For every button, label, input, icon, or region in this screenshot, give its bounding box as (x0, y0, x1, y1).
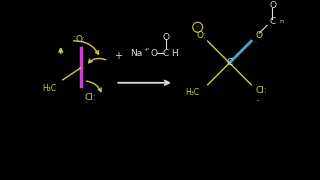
Text: O: O (163, 33, 170, 42)
Text: H₃C: H₃C (186, 88, 200, 97)
Text: +: + (143, 47, 148, 51)
Text: C: C (269, 17, 276, 26)
Text: n: n (279, 19, 283, 24)
Text: H: H (171, 48, 178, 57)
Text: +: + (114, 51, 122, 61)
Text: O:: O: (76, 35, 85, 44)
Text: C: C (163, 48, 169, 57)
Text: .: . (208, 35, 212, 48)
Text: ..: .. (255, 94, 260, 103)
Text: Cl:: Cl: (84, 93, 96, 102)
Text: ..: .. (253, 39, 257, 44)
Text: –: – (196, 25, 199, 30)
Text: :: : (84, 96, 87, 105)
Text: :: : (72, 34, 75, 43)
Text: O:: O: (197, 31, 206, 40)
Text: -: - (147, 47, 149, 51)
Text: O: O (150, 48, 157, 57)
Text: O: O (255, 31, 262, 40)
Text: C: C (226, 58, 233, 68)
Text: O: O (269, 1, 276, 10)
Text: H₃C: H₃C (43, 84, 57, 93)
Text: Cl:: Cl: (255, 86, 267, 95)
Text: Na: Na (130, 48, 142, 57)
